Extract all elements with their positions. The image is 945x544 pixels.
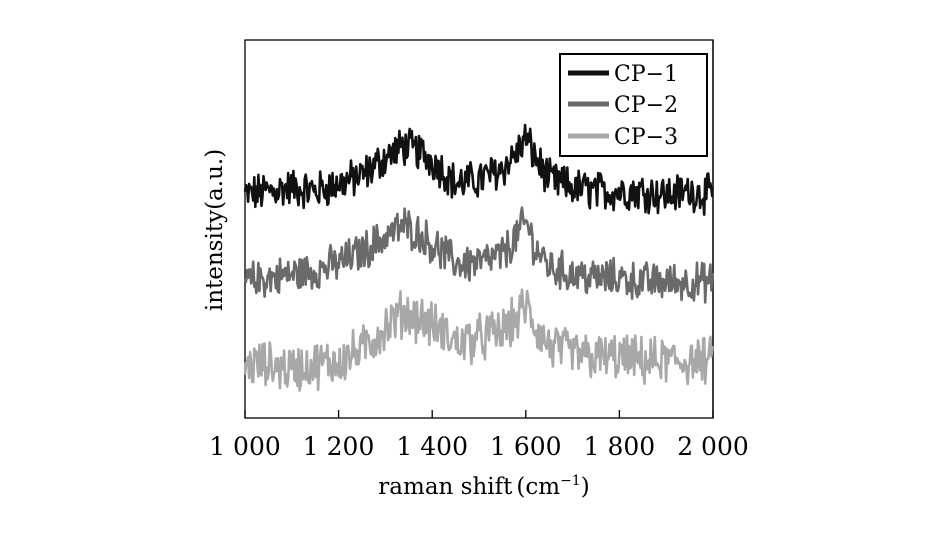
legend-label-cp1: CP−1 (614, 62, 678, 87)
x-tick-label: 1 000 (209, 432, 281, 461)
series-line (243, 123, 714, 216)
legend-label-cp3: CP−3 (614, 125, 678, 150)
x-axis-title: raman shift (cm−1) (378, 473, 589, 500)
legend: CP−1 CP−2 CP−3 (559, 53, 708, 157)
x-tick-label: 1 400 (396, 432, 468, 461)
x-axis-title-unit-sup: −1 (560, 473, 581, 489)
series-line (243, 288, 714, 392)
x-tick-label: 1 600 (490, 432, 562, 461)
y-axis-title: intensity(a.u.) (202, 149, 228, 311)
x-axis-title-unit: (cm (516, 474, 560, 500)
x-tick-label: 1 800 (584, 432, 656, 461)
x-axis-title-main: raman shift (378, 474, 513, 500)
legend-label-cp2: CP−2 (614, 93, 678, 118)
series-line (244, 206, 714, 304)
x-tick-label: 2 000 (677, 432, 749, 461)
x-axis-ticks: 1 000 1 200 1 400 1 600 1 800 2 000 (209, 410, 749, 461)
x-tick-label: 1 200 (303, 432, 375, 461)
x-axis-title-unit-close: ) (581, 474, 590, 500)
series-layer (243, 123, 714, 392)
